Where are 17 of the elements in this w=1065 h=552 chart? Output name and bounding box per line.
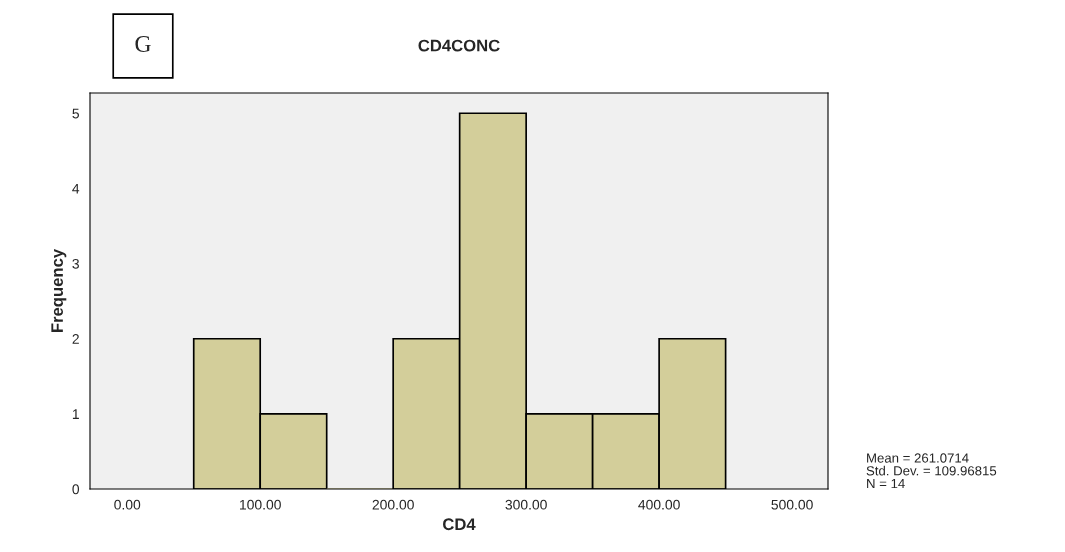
chart-title: CD4CONC bbox=[418, 39, 500, 52]
x-tick-label: 300.00 bbox=[505, 499, 547, 510]
y-tick-label: 4 bbox=[72, 183, 80, 194]
x-tick-label: 100.00 bbox=[240, 499, 281, 510]
y-axis-title: Frequency bbox=[51, 248, 67, 333]
y-tick-label: 3 bbox=[72, 258, 79, 269]
y-tick-label: 0 bbox=[72, 484, 80, 495]
x-tick-label: 500.00 bbox=[771, 499, 813, 510]
x-tick-label: 0.00 bbox=[114, 499, 141, 510]
y-tick-label: 2 bbox=[72, 334, 79, 344]
x-tick-label: 400.00 bbox=[638, 499, 680, 510]
x-tick-label: 200.00 bbox=[372, 499, 414, 510]
text: G bbox=[135, 36, 151, 52]
y-tick-label: 1 bbox=[72, 409, 79, 419]
y-tick-label: 5 bbox=[72, 108, 79, 119]
x-axis-title: CD4 bbox=[443, 518, 476, 531]
text: Mean = 261.0714 Std. Dev. = 109.96815 N = 14 bbox=[866, 453, 997, 489]
